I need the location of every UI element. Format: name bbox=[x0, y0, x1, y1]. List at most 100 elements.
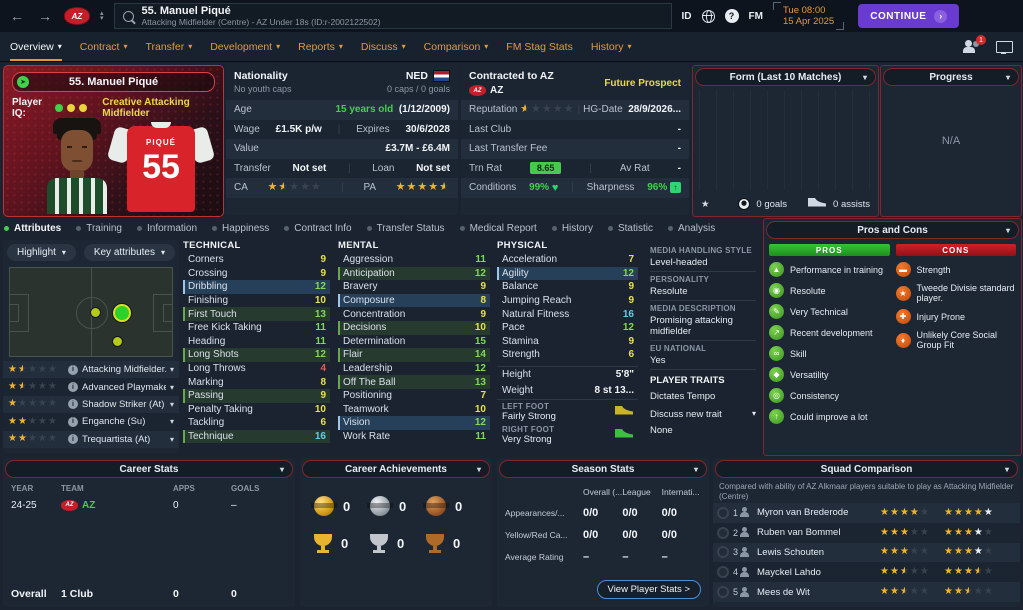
tab-history[interactable]: History bbox=[551, 223, 593, 234]
help-icon[interactable]: ? bbox=[724, 9, 739, 23]
nav-tab-comparison[interactable]: Comparison ▾ bbox=[424, 32, 489, 61]
squad-player-row[interactable]: 2 Ruben van Bommel ★★★★★ ★★★★★ bbox=[713, 522, 1020, 543]
rank-radio-icon[interactable] bbox=[717, 506, 729, 519]
attribute-name: Balance bbox=[502, 281, 539, 293]
star-icon: ★ bbox=[944, 526, 954, 538]
tab-medical-report[interactable]: Medical Report bbox=[459, 223, 537, 234]
player-name-link[interactable]: Lewis Schouten bbox=[757, 546, 825, 558]
nav-tab-fm-stag-stats[interactable]: FM Stag Stats bbox=[506, 32, 573, 61]
attribute-name: Work Rate bbox=[343, 431, 391, 443]
tab-statistic[interactable]: Statistic bbox=[607, 223, 653, 234]
continue-button[interactable]: CONTINUE › bbox=[858, 4, 960, 28]
tab-information[interactable]: Information bbox=[137, 223, 197, 234]
globe-icon[interactable] bbox=[701, 9, 715, 23]
player-name-link[interactable]: Myron van Brederode bbox=[757, 507, 849, 519]
club-badge[interactable]: AZ bbox=[64, 7, 90, 25]
tab-transfer-status[interactable]: Transfer Status bbox=[366, 223, 445, 234]
role-label: Advanced Playmaker... bbox=[82, 381, 166, 393]
tab-label: Analysis bbox=[677, 223, 716, 234]
monitor-icon[interactable] bbox=[996, 40, 1013, 54]
pros-cons-dropdown[interactable]: Pros and Cons ▾ bbox=[766, 221, 1019, 239]
star-icon: ★ bbox=[953, 586, 964, 598]
tab-training[interactable]: Training bbox=[76, 223, 122, 234]
player-name-link[interactable]: Mayckel Lahdo bbox=[757, 566, 821, 578]
iq-dot-icon bbox=[79, 104, 88, 112]
pros-cons-label: Strength bbox=[916, 264, 951, 275]
star-icon: ★ bbox=[541, 103, 553, 116]
iq-dot-icon bbox=[67, 104, 76, 112]
rank-radio-icon[interactable] bbox=[717, 526, 729, 539]
player-name-link[interactable]: Mees de Wit bbox=[757, 586, 810, 598]
silver-medal-icon bbox=[367, 496, 393, 516]
rank-radio-icon[interactable] bbox=[717, 566, 729, 579]
last-fee-row: Last Transfer Fee - bbox=[461, 139, 689, 159]
player-trait[interactable]: Dictates Tempo bbox=[650, 391, 716, 402]
position-dot bbox=[112, 336, 123, 347]
tab-attributes[interactable]: Attributes bbox=[4, 223, 61, 234]
nav-tab-reports[interactable]: Reports ▾ bbox=[298, 32, 343, 61]
progress-empty-value: N/A bbox=[941, 135, 961, 147]
star-icon: ★ bbox=[17, 398, 28, 410]
search-input[interactable]: 55. Manuel Piqué Attacking Midfielder (C… bbox=[113, 3, 672, 29]
club-name[interactable]: AZ bbox=[490, 85, 504, 96]
attribute-name: Corners bbox=[188, 254, 224, 266]
forward-icon[interactable]: → bbox=[38, 8, 52, 24]
rank-radio-icon[interactable] bbox=[717, 586, 729, 599]
silver-trophy-icon bbox=[370, 534, 388, 553]
star-icon: ★ bbox=[417, 181, 429, 194]
season-stats-dropdown[interactable]: Season Stats ▾ bbox=[499, 460, 707, 478]
squad-player-row[interactable]: 3 Lewis Schouten ★★★★★ ★★★★★ bbox=[713, 542, 1020, 563]
tab-happiness[interactable]: Happiness bbox=[212, 223, 269, 234]
career-stats-dropdown[interactable]: Career Stats ▾ bbox=[5, 460, 293, 478]
attribute-row: Technique 16 bbox=[183, 429, 330, 444]
star-icon: ★ bbox=[563, 103, 575, 116]
nav-tab-transfer[interactable]: Transfer ▾ bbox=[145, 32, 192, 61]
highlight-dropdown[interactable]: Highlight ▾ bbox=[7, 244, 76, 261]
gold-medal-icon bbox=[311, 496, 337, 516]
tab-analysis[interactable]: Analysis bbox=[667, 223, 716, 234]
table-row[interactable]: 24-25 AZ AZ 0 – bbox=[3, 496, 295, 514]
role-row[interactable]: ★★★★★ i Shadow Striker (At) ▾ bbox=[3, 395, 179, 414]
nav-tab-label: Development bbox=[210, 40, 273, 53]
attribute-row: Concentration 9 bbox=[338, 307, 490, 321]
discuss-new-trait-dropdown[interactable]: Discuss new trait ▾ bbox=[650, 409, 756, 420]
player-name-header[interactable]: ➤ 55. Manuel Piqué bbox=[12, 72, 215, 92]
nav-tab-discuss[interactable]: Discuss ▾ bbox=[361, 32, 406, 61]
manager-id-button[interactable]: ID bbox=[681, 10, 692, 22]
nav-tab-overview[interactable]: Overview ▾ bbox=[10, 32, 62, 61]
key-attributes-dropdown[interactable]: Key attributes ▾ bbox=[83, 244, 175, 261]
player-iq-label: Player IQ: bbox=[12, 97, 43, 119]
nav-tab-development[interactable]: Development ▾ bbox=[210, 32, 280, 61]
form-dropdown[interactable]: Form (Last 10 Matches) ▾ bbox=[695, 68, 876, 86]
cons-item: ▬ Strength bbox=[895, 262, 1017, 277]
progress-dropdown[interactable]: Progress ▾ bbox=[883, 68, 1019, 86]
game-day: 15 Apr 2025 bbox=[782, 16, 835, 27]
tab-contract-info[interactable]: Contract Info bbox=[284, 223, 352, 234]
player-name-link[interactable]: Ruben van Bommel bbox=[757, 527, 841, 539]
squad-player-row[interactable]: 4 Mayckel Lahdo ★★★ ★★★ ★★★★ bbox=[713, 562, 1020, 583]
career-achievements-dropdown[interactable]: Career Achievements ▾ bbox=[302, 460, 490, 478]
social-icon[interactable]: 1 bbox=[963, 35, 986, 53]
club-switch-carets[interactable]: ▴ ▾ bbox=[100, 10, 104, 22]
career-goals: – bbox=[231, 499, 237, 511]
nav-tab-contract[interactable]: Contract ▾ bbox=[80, 32, 128, 61]
attribute-name: Anticipation bbox=[343, 267, 395, 279]
career-year: 24-25 bbox=[11, 499, 37, 511]
role-row[interactable]: ★★★★★ i Enganche (Su) ▾ bbox=[3, 413, 179, 431]
view-player-stats-button[interactable]: View Player Stats > bbox=[596, 580, 701, 599]
back-icon[interactable]: ← bbox=[10, 8, 24, 24]
role-row[interactable]: ★★★★★ i Trequartista (At) ▾ bbox=[3, 430, 179, 448]
star-icon: ★ bbox=[973, 546, 984, 558]
attribute-row: Aggression 11 bbox=[338, 253, 490, 267]
squad-comparison-dropdown[interactable]: Squad Comparison ▾ bbox=[715, 460, 1018, 478]
attribute-value: 10 bbox=[314, 295, 326, 307]
attribute-name: Concentration bbox=[343, 308, 406, 320]
nav-tab-history[interactable]: History ▾ bbox=[591, 32, 632, 61]
squad-player-row[interactable]: 5 Mees de Wit ★★★ ★★★ ★★★ ★ bbox=[713, 582, 1020, 602]
rank-radio-icon[interactable] bbox=[717, 546, 729, 559]
half-star-icon: ★ bbox=[974, 567, 984, 578]
squad-player-row[interactable]: 1 Myron van Brederode ★★★★★ ★★★★★ bbox=[713, 503, 1020, 523]
attribute-value: 10 bbox=[314, 403, 326, 415]
